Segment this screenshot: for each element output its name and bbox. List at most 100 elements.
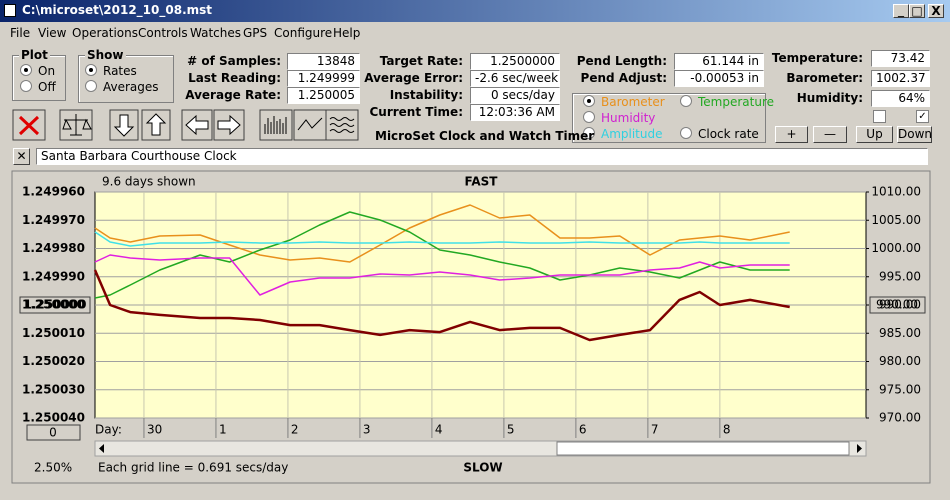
series-option[interactable]: Barometer	[583, 95, 665, 109]
bars-view-button[interactable]	[259, 109, 293, 141]
x-tick-label: 30	[147, 423, 162, 437]
menu-item[interactable]: File	[10, 26, 31, 40]
toolbar	[12, 109, 359, 141]
wave-view-button[interactable]	[325, 109, 359, 141]
radio-label: Averages	[103, 80, 159, 94]
radio-dot[interactable]	[680, 95, 692, 107]
plot-option[interactable]: Off	[20, 80, 56, 94]
readout-label: Current Time:	[369, 105, 463, 119]
radio-label: Barometer	[601, 95, 665, 109]
plot-option[interactable]: On	[20, 64, 55, 78]
radio-dot[interactable]	[583, 111, 595, 123]
right-button[interactable]	[213, 109, 245, 141]
radio-dot[interactable]	[20, 64, 32, 76]
series-line	[94, 211, 790, 299]
series-line	[94, 204, 790, 263]
radio-label: Clock rate	[698, 127, 759, 141]
control-button[interactable]: Up	[856, 126, 893, 143]
readout-value: 61.144 in	[674, 53, 764, 70]
series-line	[94, 254, 790, 296]
menu-item[interactable]: Operations	[72, 26, 138, 40]
control-button[interactable]: —	[813, 126, 847, 143]
title-bar: C:\microset\2012_10_08.mst _ □ X	[0, 0, 950, 22]
menu-item[interactable]: Configure	[274, 26, 333, 40]
readout-value: 13848	[287, 53, 360, 70]
menu-item[interactable]: GPS	[243, 26, 268, 40]
menu-item[interactable]: Help	[333, 26, 361, 40]
radio-dot[interactable]	[20, 80, 32, 92]
x-tick-label: 7	[651, 423, 659, 437]
offset-button-label[interactable]: 0	[49, 426, 57, 440]
readout-value: 1002.37	[871, 70, 930, 87]
checkbox[interactable]: ✓	[916, 110, 929, 123]
series-option[interactable]: Amplitude	[583, 127, 663, 141]
clock-name-field[interactable]: Santa Barbara Courthouse Clock	[36, 148, 928, 165]
scrollbar-thumb[interactable]	[556, 441, 850, 456]
series-option[interactable]: Temperature	[680, 95, 774, 109]
readout-label: Instability:	[389, 88, 463, 102]
readout-value: 1.249999	[287, 70, 360, 87]
radio-dot[interactable]	[85, 64, 97, 76]
window-title: C:\microset\2012_10_08.mst	[22, 3, 213, 17]
left-marker	[19, 296, 91, 314]
y-tick-label: 1.249990	[22, 269, 85, 283]
grid-note: Each grid line = 0.691 secs/day	[98, 461, 288, 475]
left-button[interactable]	[181, 109, 213, 141]
y2-tick-label: 1000.00	[871, 241, 921, 255]
right-marker	[869, 296, 926, 314]
control-button[interactable]: Down	[897, 126, 933, 143]
radio-label: Off	[38, 80, 56, 94]
close-button[interactable]: X	[928, 4, 944, 18]
y2-tick-label: 1010.00	[871, 185, 921, 199]
radio-dot[interactable]	[680, 127, 692, 139]
minimize-button[interactable]: _	[893, 4, 909, 18]
readout-value: 1.2500000	[470, 53, 560, 70]
down-button[interactable]	[109, 109, 139, 141]
clear-button[interactable]	[12, 109, 46, 141]
readout-label: Humidity:	[796, 91, 863, 105]
series-selector	[572, 93, 766, 143]
show-option[interactable]: Averages	[85, 80, 159, 94]
y-tick-label: 1.250040	[22, 411, 85, 425]
show-group: Show	[78, 48, 174, 103]
left-marker-label: 1.250000	[23, 298, 86, 312]
y-tick-label: 1.250020	[22, 354, 85, 368]
readout-value: 0 secs/day	[470, 87, 560, 104]
radio-dot[interactable]	[583, 127, 595, 139]
series-line	[94, 231, 790, 247]
close-clock-button[interactable]: ✕	[13, 148, 30, 165]
show-option[interactable]: Rates	[85, 64, 137, 78]
y2-tick-label: 975.00	[879, 382, 921, 396]
plot-group-label: Plot	[19, 48, 50, 62]
y-tick-label: 1.249970	[22, 213, 85, 227]
control-button[interactable]: +	[775, 126, 808, 143]
radio-dot[interactable]	[85, 80, 97, 92]
radio-label: Amplitude	[601, 127, 663, 141]
maximize-button[interactable]: □	[909, 4, 925, 18]
x-tick-label: 2	[291, 423, 299, 437]
fast-label: FAST	[465, 175, 499, 189]
menu-item[interactable]: View	[38, 26, 67, 40]
app-icon	[4, 4, 16, 17]
offset-button[interactable]	[26, 424, 81, 441]
series-option[interactable]: Humidity	[583, 111, 655, 125]
checkbox[interactable]	[873, 110, 886, 123]
x-tick-label: 1	[219, 423, 227, 437]
menu-item[interactable]: Controls	[138, 26, 188, 40]
series-line	[93, 269, 790, 342]
readout-label: Target Rate:	[379, 54, 463, 68]
readout-label: # of Samples:	[187, 54, 281, 68]
radio-dot[interactable]	[583, 95, 595, 107]
right-marker-label: 990.00	[876, 298, 918, 312]
up-button[interactable]	[141, 109, 171, 141]
y-tick-label: 1.249960	[22, 185, 85, 199]
zoom-label: 2.50%	[34, 461, 72, 475]
chart-frame	[11, 170, 931, 484]
readout-label: Average Error:	[364, 71, 463, 85]
menu-item[interactable]: Watches	[190, 26, 241, 40]
readout-value: 1.250005	[287, 87, 360, 104]
series-option[interactable]: Clock rate	[680, 127, 759, 141]
y-tick-label: 1.250030	[22, 382, 85, 396]
balance-button[interactable]	[59, 109, 93, 141]
